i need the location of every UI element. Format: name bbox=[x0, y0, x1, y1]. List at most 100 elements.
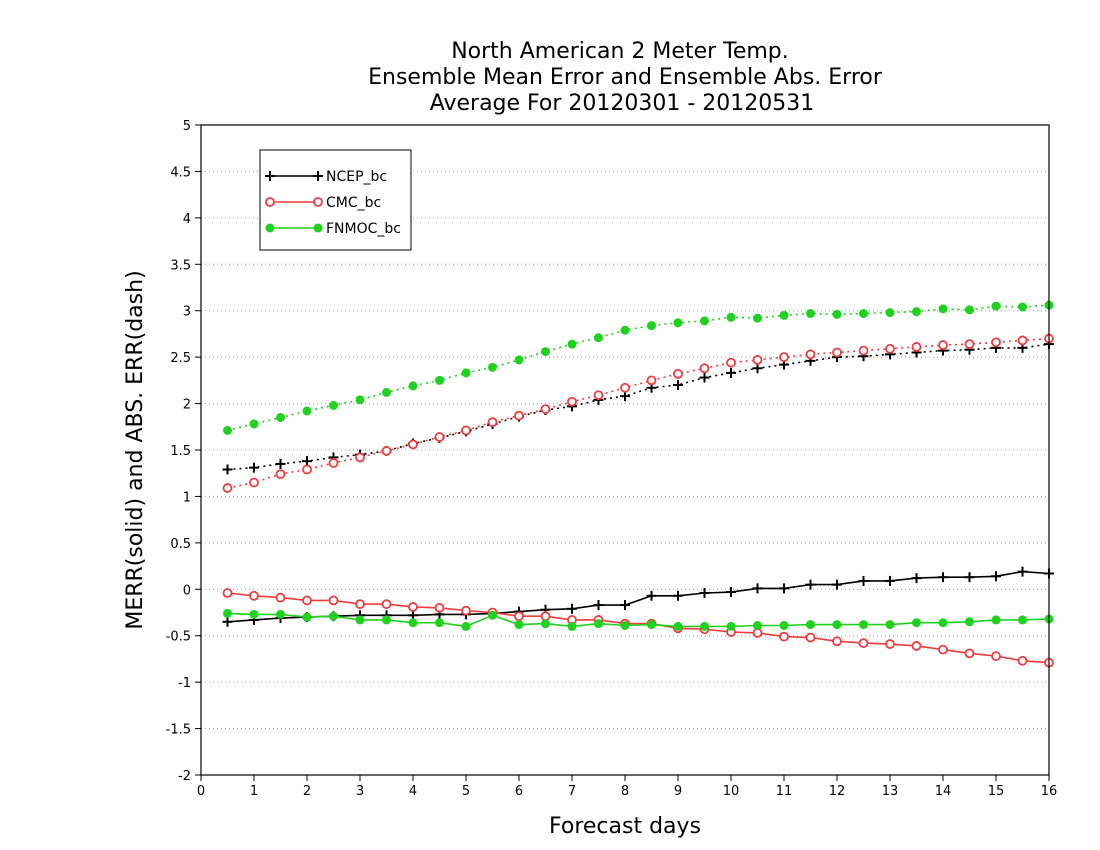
abs-error-point-fnmoc-bc bbox=[912, 307, 921, 317]
abs-error-point-fnmoc-bc bbox=[647, 321, 656, 331]
abs-error-point-fnmoc-bc bbox=[991, 301, 1001, 311]
mean-error-point-fnmoc-bc bbox=[938, 618, 948, 628]
x-tick-label: 2 bbox=[303, 784, 311, 799]
mean-error-point-cmc-bc bbox=[991, 651, 1001, 662]
series-layer bbox=[222, 300, 1054, 668]
abs-error-point-cmc-bc bbox=[434, 432, 445, 442]
y-tick-label: 1 bbox=[183, 490, 191, 505]
abs-error-point-fnmoc-bc bbox=[382, 387, 391, 397]
mean-error-point-cmc-bc bbox=[1017, 655, 1028, 666]
mean-error-point-cmc-bc bbox=[461, 605, 471, 616]
abs-error-point-cmc-bc bbox=[832, 347, 842, 358]
chart-title: North American 2 Meter Temp. Ensemble Me… bbox=[368, 39, 883, 116]
y-tick-label: -1 bbox=[178, 676, 191, 691]
mean-error-point-fnmoc-bc bbox=[912, 618, 921, 628]
legend-marker-cmc-bc bbox=[313, 197, 323, 207]
abs-error-point-cmc-bc bbox=[752, 355, 763, 365]
abs-error-point-cmc-bc bbox=[858, 345, 869, 356]
x-tick-label: 0 bbox=[197, 784, 205, 799]
abs-error-point-cmc-bc bbox=[673, 368, 683, 379]
mean-error-point-fnmoc-bc bbox=[1018, 615, 1027, 625]
y-tick-label: 0.5 bbox=[170, 537, 191, 552]
legend-box bbox=[259, 149, 412, 251]
mean-error-point-fnmoc-bc bbox=[276, 609, 285, 619]
abs-error-line-fnmoc-bc bbox=[227, 304, 1050, 432]
y-axis: -2 -1.5 -1 -0.5 0 0.5 1 1.5 2 2.5 3 3.5 4 4.5 5 bbox=[166, 119, 201, 784]
mean-error-point-cmc-bc bbox=[355, 599, 365, 610]
legend-marker-fnmoc-bc bbox=[313, 223, 323, 233]
x-tick-label: 9 bbox=[674, 784, 682, 799]
mean-error-point-fnmoc-bc bbox=[461, 621, 471, 631]
abs-error-point-cmc-bc bbox=[885, 343, 895, 354]
abs-error-point-cmc-bc bbox=[487, 417, 498, 428]
abs-error-point-fnmoc-bc bbox=[594, 333, 603, 343]
abs-error-point-fnmoc-bc bbox=[806, 309, 815, 318]
mean-error-point-fnmoc-bc bbox=[991, 615, 1001, 625]
mean-error-point-cmc-bc bbox=[222, 588, 233, 598]
x-tick-label: 13 bbox=[882, 784, 899, 799]
abs-error-point-fnmoc-bc bbox=[329, 400, 338, 410]
mean-error-point-fnmoc-bc bbox=[302, 612, 312, 622]
gridlines bbox=[201, 170, 1049, 730]
abs-error-point-fnmoc-bc bbox=[249, 419, 259, 429]
abs-error-point-cmc-bc bbox=[805, 349, 816, 360]
abs-error-point-fnmoc-bc bbox=[726, 312, 736, 322]
mean-error-point-fnmoc-bc bbox=[832, 620, 842, 630]
mean-error-point-cmc-bc bbox=[434, 602, 445, 613]
x-tick-label: 10 bbox=[723, 784, 740, 799]
mean-error-point-fnmoc-bc bbox=[620, 621, 630, 630]
mean-error-point-cmc-bc bbox=[938, 644, 948, 655]
mean-error-point-fnmoc-bc bbox=[435, 618, 444, 628]
mean-error-point-fnmoc-bc bbox=[700, 621, 709, 631]
mean-error-point-fnmoc-bc bbox=[223, 608, 232, 618]
abs-error-point-cmc-bc bbox=[938, 340, 948, 350]
mean-error-point-cmc-bc bbox=[911, 641, 922, 651]
y-axis-title: MERR(solid) and ABS. ERR(dash) bbox=[123, 270, 148, 629]
y-tick-label: 4 bbox=[183, 212, 191, 227]
abs-error-point-cmc-bc bbox=[593, 390, 604, 401]
x-tick-label: 4 bbox=[409, 784, 417, 799]
x-tick-label: 3 bbox=[356, 784, 364, 799]
y-tick-label: 0 bbox=[183, 583, 191, 598]
x-axis: 0 1 2 3 4 5 6 7 8 9 10 11 12 13 14 15 16 bbox=[197, 775, 1057, 799]
title-line-3: Average For 20120301 - 20120531 bbox=[430, 91, 815, 116]
y-tick-label: 1.5 bbox=[170, 444, 191, 459]
abs-error-point-fnmoc-bc bbox=[514, 355, 524, 365]
mean-error-point-fnmoc-bc bbox=[408, 618, 418, 628]
mean-error-point-fnmoc-bc bbox=[779, 621, 789, 630]
x-tick-label: 14 bbox=[935, 784, 952, 799]
abs-error-point-fnmoc-bc bbox=[435, 375, 444, 385]
legend-label-cmc-bc: CMC_bc bbox=[326, 195, 381, 211]
y-tick-label: 2.5 bbox=[170, 351, 191, 366]
abs-error-point-fnmoc-bc bbox=[673, 318, 683, 328]
abs-error-point-cmc-bc bbox=[249, 477, 259, 488]
abs-error-point-cmc-bc bbox=[911, 342, 922, 352]
y-tick-label: 3.5 bbox=[170, 258, 191, 273]
abs-error-point-cmc-bc bbox=[779, 352, 789, 363]
abs-error-point-fnmoc-bc bbox=[302, 406, 312, 416]
abs-error-point-fnmoc-bc bbox=[355, 395, 365, 405]
x-tick-label: 1 bbox=[250, 784, 258, 799]
abs-error-point-cmc-bc bbox=[461, 425, 471, 436]
legend-item-ncep-bc: NCEP_bc bbox=[265, 169, 387, 185]
mean-error-point-cmc-bc bbox=[328, 595, 339, 606]
mean-error-point-fnmoc-bc bbox=[673, 621, 683, 631]
mean-error-point-cmc-bc bbox=[249, 590, 259, 601]
abs-error-point-cmc-bc bbox=[222, 483, 233, 493]
mean-error-point-cmc-bc bbox=[540, 611, 551, 622]
mean-error-point-cmc-bc bbox=[408, 602, 418, 612]
mean-error-point-fnmoc-bc bbox=[541, 619, 550, 629]
x-tick-label: 15 bbox=[988, 784, 1005, 799]
abs-error-point-fnmoc-bc bbox=[753, 313, 762, 323]
abs-error-point-cmc-bc bbox=[408, 439, 418, 450]
abs-error-point-cmc-bc bbox=[302, 464, 312, 475]
abs-error-point-fnmoc-bc bbox=[488, 362, 497, 372]
legend-marker-fnmoc-bc bbox=[265, 223, 275, 233]
x-tick-label: 8 bbox=[621, 784, 629, 799]
mean-error-point-fnmoc-bc bbox=[355, 615, 365, 625]
series-cmc-bc bbox=[222, 333, 1054, 668]
abs-error-point-cmc-bc bbox=[726, 357, 736, 368]
title-line-2: Ensemble Mean Error and Ensemble Abs. Er… bbox=[368, 65, 883, 90]
abs-error-point-fnmoc-bc bbox=[541, 347, 550, 357]
